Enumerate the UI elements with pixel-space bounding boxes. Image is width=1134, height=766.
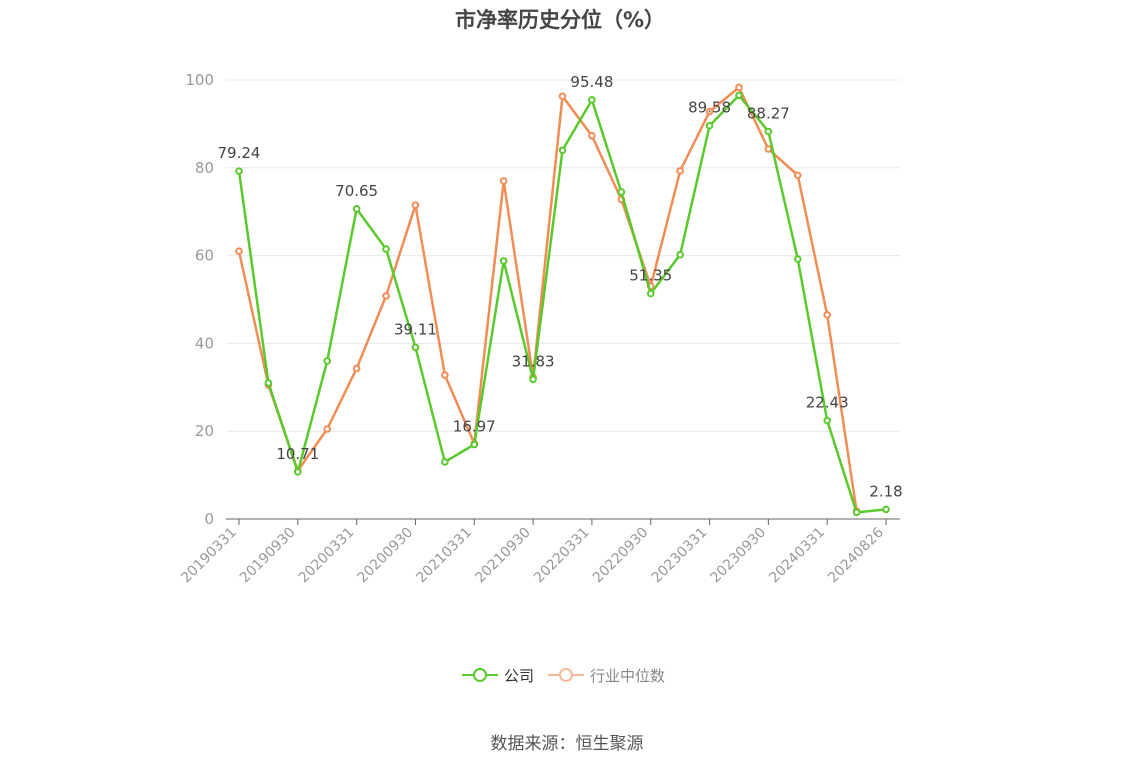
y-tick-label: 80	[195, 159, 214, 177]
legend: 公司 行业中位数	[462, 662, 665, 688]
data-point-company	[735, 91, 743, 100]
data-point-industry-median	[558, 92, 567, 101]
legend-swatch-industry-median	[548, 665, 585, 685]
data-point-company	[676, 250, 684, 259]
data-point-industry-median	[676, 167, 684, 175]
data-point-industry-median	[705, 107, 714, 116]
x-tick-label: 20240826	[825, 524, 887, 586]
data-point-company	[352, 205, 361, 213]
grid-lines	[226, 79, 900, 432]
data-point-industry-median	[323, 425, 332, 433]
data-point-company	[499, 257, 508, 265]
x-tick-label: 20220930	[590, 525, 652, 587]
x-tick-label: 20240331	[766, 525, 828, 587]
data-label: 31.83	[512, 352, 555, 370]
data-point-industry-median	[735, 83, 743, 92]
data-point-industry-median	[411, 201, 420, 209]
data-point-company	[264, 379, 273, 387]
x-tick-label: 20230331	[649, 525, 711, 587]
data-label: 22.43	[806, 394, 849, 412]
data-point-industry-median	[441, 371, 449, 379]
data-labels: 79.24 10.71 70.65 39.11 16.97 31.83 95.48 51.35…	[218, 73, 903, 501]
legend-label-company: 公司	[504, 666, 535, 685]
data-label: 16.97	[453, 418, 496, 436]
x-tick-label: 20210331	[413, 525, 475, 587]
data-point-company	[852, 508, 861, 517]
x-tick-label: 20200930	[355, 525, 417, 587]
data-point-company	[382, 245, 390, 253]
data-point-industry-median	[382, 292, 390, 300]
legend-swatch-company	[462, 665, 498, 685]
data-point-company	[646, 289, 655, 298]
series-lines	[235, 83, 890, 517]
data-point-company	[823, 416, 831, 425]
data-point-company	[764, 127, 773, 136]
y-tick-label: 60	[195, 247, 214, 265]
y-tick-label: 100	[185, 71, 214, 89]
data-label: 70.65	[335, 182, 378, 200]
x-tick-label: 20230930	[707, 525, 769, 587]
data-label: 39.11	[394, 320, 437, 338]
data-point-company	[558, 146, 567, 155]
data-point-company	[588, 96, 596, 104]
data-point-company	[411, 343, 420, 352]
data-point-industry-median	[588, 131, 596, 140]
data-label: 79.24	[218, 144, 261, 162]
chart-title: 市净率历史分位（%）	[454, 8, 666, 32]
data-point-company	[294, 468, 302, 476]
data-point-industry-median	[764, 145, 773, 153]
data-point-company	[235, 167, 243, 175]
legend-label-industry-median: 行业中位数	[590, 666, 666, 685]
x-tick-label: 20220331	[531, 525, 593, 587]
series-line-industry-median	[237, 86, 858, 512]
x-tick-label: 20210930	[472, 525, 534, 587]
data-point-industry-median	[352, 364, 361, 373]
legend-item-industry-median[interactable]: 行业中位数	[548, 665, 665, 686]
data-label: 95.48	[570, 73, 613, 91]
series-line-company	[237, 94, 887, 514]
legend-item-company[interactable]: 公司	[462, 665, 534, 686]
x-tick-label: 20190331	[178, 525, 240, 587]
data-point-company	[793, 255, 802, 263]
data-source-note: 数据来源：恒生聚源	[490, 734, 644, 754]
data-point-company	[705, 121, 714, 130]
data-label: 88.27	[747, 104, 790, 122]
data-point-company	[529, 375, 537, 384]
data-point-company	[882, 505, 890, 514]
data-point-industry-median	[793, 171, 802, 180]
data-point-company	[323, 357, 332, 365]
data-label: 51.35	[629, 267, 672, 285]
data-point-company	[470, 440, 479, 449]
data-label: 10.71	[276, 445, 319, 463]
y-tick-label: 40	[195, 334, 214, 352]
data-point-industry-median	[499, 177, 508, 185]
y-tick-label: 20	[195, 422, 214, 440]
x-tick-label: 20190930	[237, 525, 299, 587]
data-point-industry-median	[823, 311, 831, 319]
data-point-company	[441, 458, 449, 466]
y-tick-label: 0	[204, 510, 214, 528]
data-point-company	[617, 188, 626, 196]
data-label: 89.58	[688, 99, 731, 117]
data-label: 2.18	[869, 482, 902, 500]
data-point-industry-median	[235, 247, 243, 256]
x-tick-label: 20200331	[296, 525, 358, 587]
